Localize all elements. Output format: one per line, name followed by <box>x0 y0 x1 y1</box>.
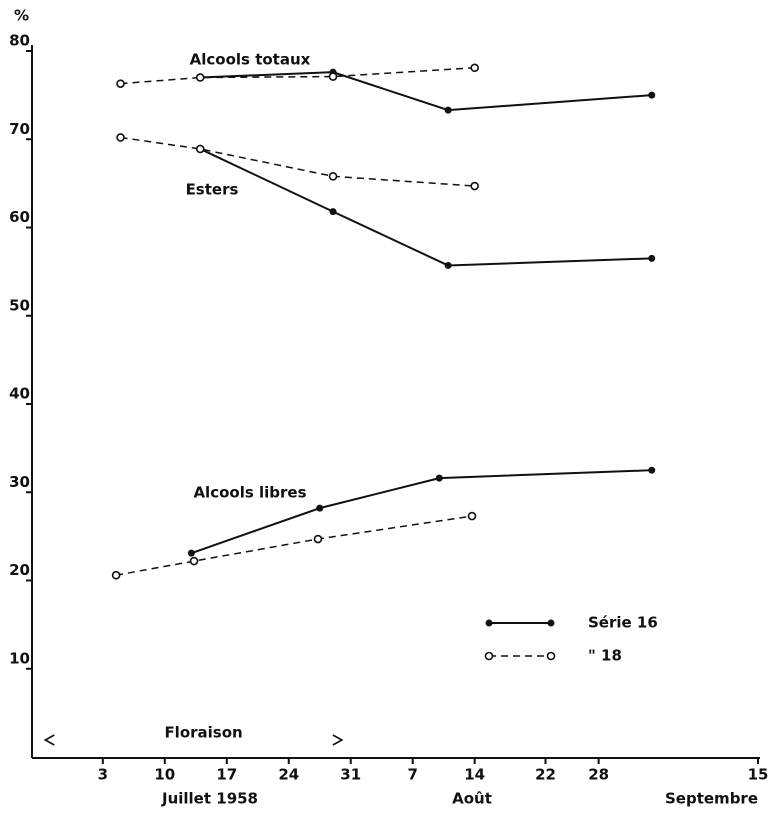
data-point <box>116 79 125 88</box>
data-point <box>648 466 656 474</box>
curve-label: Esters <box>186 181 239 199</box>
data-point <box>195 144 205 154</box>
data-point <box>328 72 338 81</box>
legend-marker <box>484 651 494 661</box>
month-label: Septembre <box>665 790 758 808</box>
legend-marker <box>547 619 555 627</box>
data-point <box>648 254 656 262</box>
y-axis-label: % <box>14 7 29 25</box>
series-line <box>191 469 652 555</box>
y-tick-label: 20 <box>9 561 30 579</box>
data-point <box>313 534 323 544</box>
y-tick-label: 60 <box>9 208 30 226</box>
y-tick-label: 70 <box>9 120 30 138</box>
data-point <box>195 73 205 82</box>
month-label: Août <box>452 790 492 808</box>
y-tick-label: 10 <box>9 649 30 667</box>
x-tick-label: 22 <box>535 766 556 784</box>
data-point <box>648 91 656 99</box>
x-tick-label: 28 <box>588 766 609 784</box>
arrow-left <box>43 734 55 746</box>
data-point <box>435 474 443 482</box>
legend-marker <box>485 619 493 627</box>
legend-label: " 18 <box>588 647 622 665</box>
data-point <box>328 172 338 181</box>
x-tick-label: 31 <box>340 766 361 784</box>
data-point <box>470 63 479 73</box>
series-line <box>115 515 473 576</box>
data-point <box>470 181 479 191</box>
month-label: Juillet 1958 <box>161 790 258 808</box>
arrow-right <box>332 734 344 746</box>
data-point <box>444 106 452 114</box>
x-tick-label: 3 <box>98 766 108 784</box>
x-tick-label: 7 <box>407 766 417 784</box>
floraison-label: Floraison <box>164 724 242 742</box>
x-tick-label: 14 <box>464 766 485 784</box>
x-tick-label: 17 <box>216 766 237 784</box>
data-point <box>116 133 125 142</box>
series-line <box>199 148 652 267</box>
x-tick-label: 10 <box>154 766 175 784</box>
series-line <box>200 71 652 112</box>
y-tick-label: 30 <box>9 473 30 491</box>
data-point <box>189 556 199 566</box>
y-tick-label: 40 <box>9 385 30 403</box>
data-point <box>111 570 121 580</box>
curve-label: Alcools libres <box>193 484 306 502</box>
y-tick-label: 50 <box>9 296 30 314</box>
data-point <box>467 511 477 521</box>
data-point <box>329 208 337 216</box>
curve-label: Alcools totaux <box>190 51 311 69</box>
series-line <box>120 67 475 85</box>
legend-label: Série 16 <box>588 614 658 632</box>
data-point <box>316 504 324 512</box>
data-point <box>187 549 195 557</box>
data-point <box>444 261 452 269</box>
series-line <box>120 136 475 187</box>
x-tick-label: 24 <box>278 766 299 784</box>
y-tick-label: 80 <box>9 32 30 50</box>
legend-marker <box>546 651 556 661</box>
x-tick-label: 15 <box>748 766 769 784</box>
